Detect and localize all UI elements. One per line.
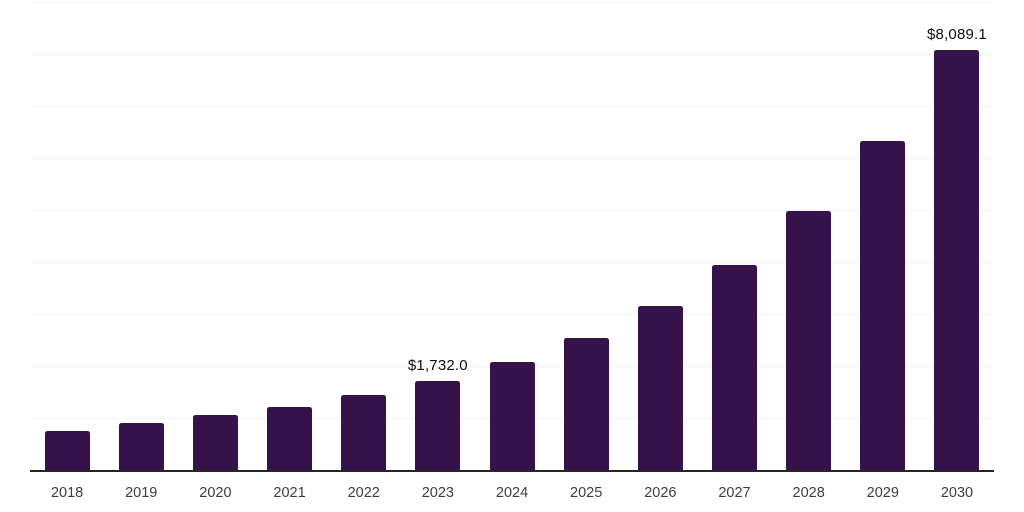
- bar-2030: $8,089.1: [927, 26, 987, 471]
- bar-slot-2029: [846, 3, 920, 471]
- bar-slot-2024: [475, 3, 549, 471]
- x-tick-label-2018: 2018: [50, 485, 84, 501]
- x-tick-label-2024: 2024: [495, 485, 529, 501]
- bar-2027: [711, 265, 757, 471]
- gridline-4000: [30, 262, 994, 263]
- bar-slot-2030: $8,089.1: [920, 3, 994, 471]
- bar-2029: [860, 141, 906, 471]
- bar-slot-2022: [327, 3, 401, 471]
- x-tick-label-2022: 2022: [347, 485, 380, 501]
- x-tick-label-2026: 2026: [644, 485, 677, 501]
- bar-value-label-2030: $8,089.1: [926, 26, 987, 44]
- bar-2023: $1,732.0: [408, 357, 468, 471]
- gridline-9000: [30, 2, 994, 3]
- bar-slot-2018: [30, 3, 104, 471]
- x-tick-label-2027: 2027: [718, 485, 751, 501]
- x-axis-tick-labels: 2018 2019 2020 2021 2022 2023 2024 2025 2026 2027…: [30, 483, 994, 503]
- bar-2020: [192, 415, 238, 471]
- bar-2025: [563, 337, 609, 471]
- x-axis-line: [30, 470, 994, 472]
- x-tick-label-2020: 2020: [199, 485, 232, 501]
- bar-value-label-2023: $1,732.0: [407, 356, 468, 374]
- bar-slot-2019: [104, 3, 178, 471]
- bar-2021: [267, 406, 313, 471]
- gridline-6000: [30, 158, 994, 160]
- bar-slot-2027: [697, 3, 771, 471]
- bar-slot-2020: [178, 3, 252, 471]
- bar-slot-2026: [623, 3, 697, 471]
- x-tick-label-2023: 2023: [421, 485, 454, 501]
- x-tick-label-2025: 2025: [570, 485, 603, 501]
- x-tick-label-2028: 2028: [792, 485, 825, 501]
- bar-slot-2028: [772, 3, 846, 471]
- bar-2028: [786, 210, 832, 471]
- x-tick-label-2030: 2030: [940, 485, 974, 501]
- gridline-3000: [30, 314, 994, 316]
- x-tick-label-2021: 2021: [273, 485, 306, 501]
- gridline-5000: [30, 210, 994, 211]
- gridline-8000: [30, 54, 994, 55]
- bar-2019: [118, 423, 164, 471]
- bar-slot-2023: $1,732.0: [401, 3, 475, 471]
- bar-2024: [489, 361, 535, 471]
- bars-row: $1,732.0 $8,089.1: [30, 3, 994, 471]
- plot-area: $1,732.0 $8,089.1: [30, 2, 994, 472]
- x-tick-label-2019: 2019: [125, 485, 158, 501]
- gridline-7000: [30, 106, 994, 107]
- bar-2022: [341, 395, 387, 471]
- bar-slot-2021: [252, 3, 326, 471]
- bar-2018: [44, 431, 90, 471]
- bar-2026: [637, 306, 683, 471]
- x-tick-label-2029: 2029: [866, 485, 899, 501]
- bar-slot-2025: [549, 3, 623, 471]
